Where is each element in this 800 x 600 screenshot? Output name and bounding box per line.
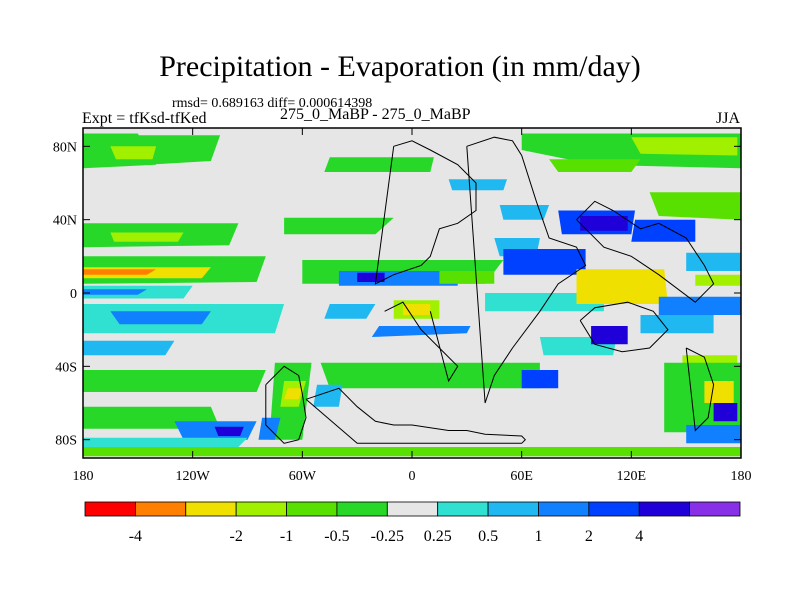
coastline	[576, 200, 715, 303]
field-region	[640, 315, 714, 334]
field-region	[591, 326, 628, 345]
field-region	[686, 425, 741, 444]
coastline	[685, 347, 715, 432]
field-region	[631, 137, 738, 156]
colorbar-swatch	[437, 501, 489, 517]
field-region	[695, 274, 741, 286]
coastline	[265, 365, 307, 444]
coastline	[579, 301, 669, 353]
field-region	[631, 219, 696, 242]
season-label: JJA	[716, 110, 741, 127]
coastline	[466, 136, 587, 404]
colorbar: -4 -2 -1 -0.5 -0.25 0.25 0.5 1 2 4	[84, 501, 741, 545]
coastline	[305, 387, 527, 444]
colorbar-swatch	[185, 501, 237, 517]
colorbar-label: 1	[534, 528, 542, 545]
colorbar-swatch	[235, 501, 287, 517]
field-region	[503, 249, 586, 275]
colorbar-swatch	[336, 501, 388, 517]
colorbar-label: -4	[129, 528, 142, 545]
coastline	[384, 301, 459, 383]
field-region	[83, 370, 266, 392]
x-tick-label: 60E	[510, 469, 533, 484]
field-region	[576, 269, 668, 304]
x-tick-label: 60W	[289, 469, 317, 484]
colorbar-swatch	[286, 501, 338, 517]
field-region	[549, 159, 641, 172]
field-region	[448, 179, 507, 191]
field-region	[704, 381, 734, 403]
y-tick-label: 80S	[55, 434, 77, 449]
colorbar-label: 0.5	[478, 528, 498, 545]
field-region	[214, 426, 244, 436]
colorbar-label: 4	[635, 528, 643, 545]
coastline-layer	[265, 136, 715, 444]
colorbar-swatch	[487, 501, 539, 517]
x-tick-label: 120E	[617, 469, 647, 484]
field-region	[580, 216, 628, 231]
y-tick-label: 80N	[53, 140, 77, 155]
field-region	[137, 135, 221, 165]
colorbar-label: -2	[229, 528, 242, 545]
field-region	[713, 403, 738, 422]
x-tick-label: 180	[731, 469, 752, 484]
field-region	[83, 269, 157, 275]
colorbar-swatch	[538, 501, 590, 517]
x-tick-label: 180	[73, 469, 94, 484]
field-region	[357, 272, 385, 282]
colorbar-label: -0.5	[324, 528, 349, 545]
field-region	[320, 362, 540, 389]
field-region	[284, 388, 303, 400]
colorbar-label: -0.25	[371, 528, 404, 545]
coastline	[374, 140, 477, 285]
field-region	[402, 304, 431, 315]
colorbar-swatch	[386, 501, 439, 517]
field-region	[485, 293, 604, 312]
y-tick-label: 40S	[55, 360, 77, 375]
field-region	[83, 437, 248, 447]
axis-ticks: 180 120W 60W 0 60E 120E 180 80N 40N 0 40S 80S	[53, 128, 752, 484]
colorbar-label: 0.25	[424, 528, 452, 545]
field-region	[324, 304, 376, 319]
field-region	[83, 289, 147, 295]
colorbar-label: 2	[585, 528, 593, 545]
colorbar-label: -1	[280, 528, 293, 545]
field-region	[284, 217, 394, 235]
field-region	[686, 252, 741, 271]
field-layer	[83, 133, 741, 457]
field-region	[110, 311, 211, 325]
field-region	[83, 340, 175, 356]
field-region	[174, 421, 257, 440]
field-region	[110, 232, 184, 242]
stats-label: rmsd= 0.689163 diff= 0.000614398	[172, 96, 373, 111]
field-region	[649, 192, 741, 220]
field-region	[110, 146, 157, 160]
y-tick-label: 0	[70, 287, 77, 302]
field-region	[439, 271, 495, 284]
field-region	[371, 326, 471, 337]
y-tick-label: 40N	[53, 214, 77, 229]
colorbar-swatch	[638, 501, 691, 517]
chart-title: Precipitation - Evaporation (in mm/day)	[159, 50, 641, 83]
case-label: 275_0_MaBP - 275_0_MaBP	[280, 106, 471, 123]
field-region	[499, 205, 550, 220]
x-tick-label: 0	[409, 469, 416, 484]
field-region	[521, 370, 559, 389]
colorbar-swatch	[84, 501, 136, 517]
field-region	[658, 296, 741, 315]
field-region	[313, 384, 343, 407]
field-region	[324, 157, 434, 172]
colorbar-swatch	[134, 501, 187, 517]
colorbar-swatch	[588, 501, 640, 517]
x-tick-label: 120W	[176, 469, 211, 484]
experiment-label: Expt = tfKsd-tfKed	[82, 110, 207, 127]
colorbar-swatch	[689, 501, 741, 517]
